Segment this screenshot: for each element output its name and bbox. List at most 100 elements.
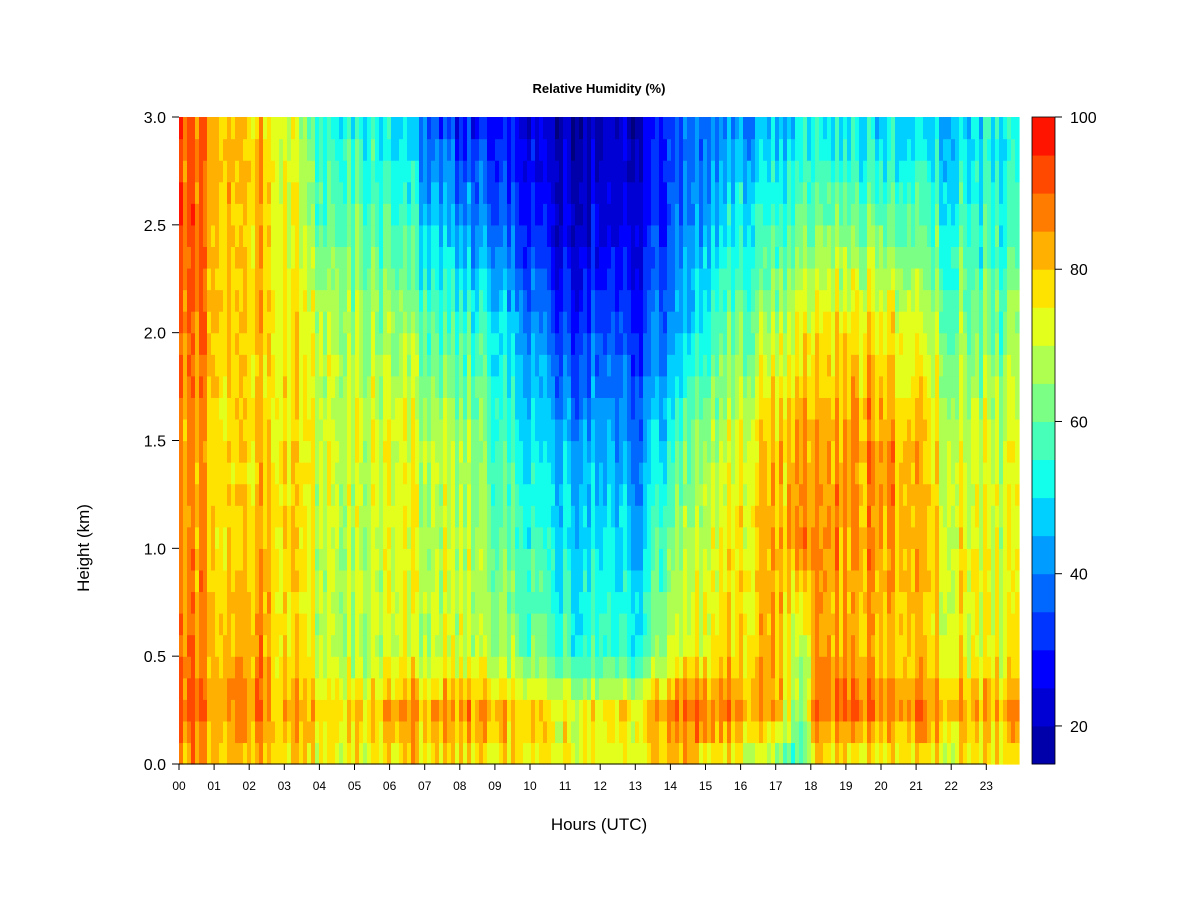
heatmap-cell	[451, 375, 456, 398]
heatmap-cell	[259, 699, 264, 722]
heatmap-cell	[339, 181, 344, 204]
heatmap-cell	[691, 526, 696, 549]
heatmap-cell	[795, 354, 800, 377]
heatmap-cell	[707, 246, 712, 269]
heatmap-cell	[607, 462, 612, 485]
heatmap-cell	[679, 526, 684, 549]
heatmap-cell	[783, 418, 788, 442]
heatmap-cell	[291, 634, 296, 657]
heatmap-cell	[539, 677, 544, 700]
heatmap-cell	[743, 246, 748, 269]
heatmap-cell	[795, 505, 800, 528]
heatmap-cell	[451, 332, 456, 355]
heatmap-cell	[383, 526, 388, 549]
heatmap-cell	[615, 720, 620, 744]
heatmap-cell	[207, 311, 212, 334]
heatmap-cell	[839, 505, 844, 528]
heatmap-cell	[523, 117, 528, 140]
heatmap-cell	[603, 720, 608, 744]
heatmap-cell	[263, 505, 268, 528]
heatmap-cell	[467, 591, 472, 614]
heatmap-cell	[843, 483, 848, 506]
heatmap-cell	[755, 548, 760, 571]
heatmap-cell	[611, 311, 616, 334]
heatmap-cell	[591, 224, 596, 247]
heatmap-cell	[623, 418, 628, 442]
heatmap-cell	[271, 375, 276, 398]
heatmap-cell	[551, 354, 556, 377]
heatmap-cell	[555, 569, 560, 593]
heatmap-cell	[403, 138, 408, 161]
heatmap-cell	[527, 591, 532, 614]
heatmap-cell	[683, 720, 688, 744]
heatmap-cell	[839, 720, 844, 744]
heatmap-cell	[399, 569, 404, 593]
heatmap-cell	[831, 462, 836, 485]
heatmap-cell	[735, 267, 740, 291]
heatmap-cell	[343, 311, 348, 334]
heatmap-cell	[647, 720, 652, 744]
heatmap-cell	[839, 742, 844, 765]
heatmap-cell	[411, 742, 416, 765]
heatmap-cell	[747, 203, 752, 226]
heatmap-cell	[495, 634, 500, 657]
heatmap-cell	[623, 591, 628, 614]
heatmap-cell	[535, 246, 540, 269]
heatmap-cell	[807, 181, 812, 204]
heatmap-cell	[523, 483, 528, 506]
heatmap-cell	[499, 699, 504, 722]
heatmap-cell	[195, 418, 200, 442]
heatmap-cell	[227, 483, 232, 506]
heatmap-cell	[671, 397, 676, 420]
heatmap-cell	[651, 699, 656, 722]
heatmap-cell	[379, 569, 384, 593]
heatmap-cell	[263, 203, 268, 226]
heatmap-cell	[199, 311, 204, 334]
heatmap-cell	[543, 742, 548, 765]
heatmap-cell	[315, 634, 320, 657]
heatmap-cell	[259, 354, 264, 377]
heatmap-cell	[355, 699, 360, 722]
heatmap-cell	[755, 267, 760, 291]
heatmap-cell	[543, 462, 548, 485]
heatmap-cell	[215, 203, 220, 226]
heatmap-cell	[759, 117, 764, 140]
heatmap-cell	[303, 742, 308, 765]
heatmap-cell	[835, 375, 840, 398]
heatmap-cell	[723, 354, 728, 377]
heatmap-cell	[823, 224, 828, 247]
heatmap-cell	[415, 505, 420, 528]
heatmap-cell	[583, 289, 588, 312]
heatmap-cell	[199, 397, 204, 420]
heatmap-cell	[775, 311, 780, 334]
heatmap-cell	[791, 505, 796, 528]
heatmap-cell	[587, 311, 592, 334]
heatmap-cell	[575, 699, 580, 722]
heatmap-cell	[667, 224, 672, 247]
heatmap-cell	[223, 160, 228, 183]
heatmap-cell	[603, 354, 608, 377]
heatmap-cell	[299, 203, 304, 226]
heatmap-cell	[779, 311, 784, 334]
heatmap-cell	[611, 440, 616, 463]
heatmap-cell	[783, 267, 788, 291]
heatmap-cell	[431, 117, 436, 140]
heatmap-cell	[599, 462, 604, 485]
heatmap-cell	[343, 375, 348, 398]
heatmap-cell	[247, 289, 252, 312]
heatmap-cell	[247, 354, 252, 377]
heatmap-cell	[403, 160, 408, 183]
heatmap-cell	[355, 613, 360, 636]
heatmap-cell	[707, 181, 712, 204]
heatmap-cell	[315, 699, 320, 722]
heatmap-cell	[355, 246, 360, 269]
heatmap-cell	[571, 591, 576, 614]
heatmap-cell	[463, 138, 468, 161]
heatmap-cell	[551, 677, 556, 700]
heatmap-cell	[179, 181, 184, 204]
heatmap-cell	[263, 418, 268, 442]
heatmap-cell	[207, 462, 212, 485]
heatmap-cell	[579, 677, 584, 700]
heatmap-cell	[491, 720, 496, 744]
heatmap-cell	[387, 440, 392, 463]
